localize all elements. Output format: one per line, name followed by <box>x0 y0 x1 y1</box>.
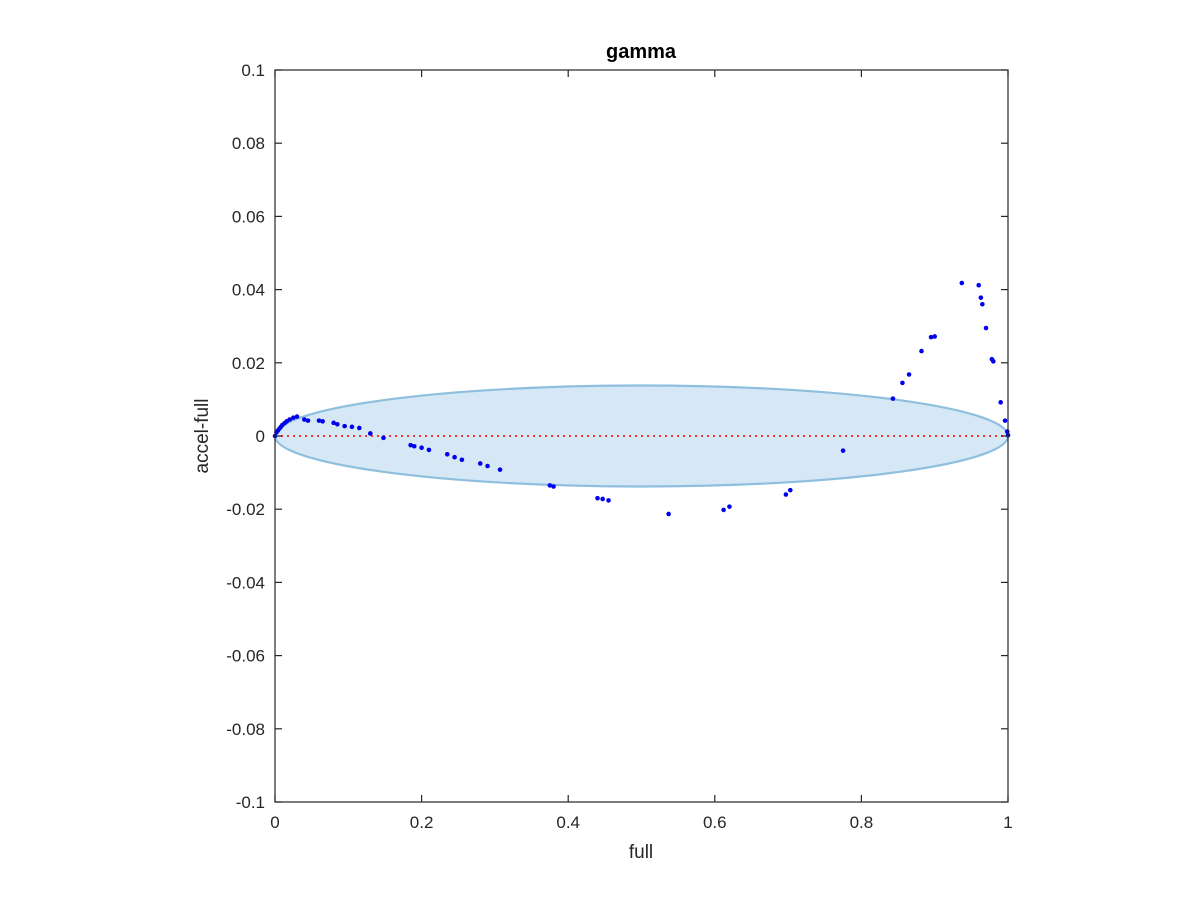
y-tick-label: -0.04 <box>226 573 265 592</box>
data-point <box>932 334 937 339</box>
y-tick-label: 0.04 <box>232 281 265 300</box>
data-point <box>349 424 355 430</box>
data-point <box>411 443 417 449</box>
data-point <box>287 417 292 422</box>
data-point <box>721 507 726 513</box>
data-point <box>547 483 553 488</box>
data-point <box>906 372 912 377</box>
y-axis-label: accel-full <box>192 399 213 474</box>
data-point <box>976 282 981 288</box>
y-tick-label: 0 <box>256 427 265 446</box>
x-tick-label: 0.6 <box>703 813 727 832</box>
data-point <box>928 334 934 340</box>
x-tick-label: 0.8 <box>850 813 874 832</box>
axis-ticks: 0 0.2 0.4 0.6 0.8 1 -0.1 -0.08 -0.06 -0.04 -0.02 0 0… <box>226 61 1012 832</box>
data-point <box>477 461 483 466</box>
data-point <box>959 280 965 286</box>
data-point <box>900 380 905 386</box>
data-point <box>459 457 465 463</box>
y-tick-label: -0.08 <box>226 720 265 739</box>
data-point <box>291 415 296 421</box>
y-tick-label: 0.1 <box>241 61 265 80</box>
y-tick-label: 0.06 <box>232 207 265 226</box>
data-point <box>367 431 373 436</box>
data-point <box>497 467 503 472</box>
data-point <box>452 454 457 460</box>
data-point <box>991 359 996 364</box>
data-point <box>320 419 325 424</box>
data-point <box>978 295 984 300</box>
data-point <box>600 496 605 502</box>
data-point <box>426 447 432 453</box>
data-point <box>666 511 671 517</box>
data-point <box>302 417 307 422</box>
data-point <box>294 414 300 419</box>
data-point <box>381 435 386 441</box>
y-tick-label: -0.02 <box>226 500 265 519</box>
plot-area: 0 0.2 0.4 0.6 0.8 1 -0.1 -0.08 -0.06 -0.04 -0.02 0 0… <box>226 61 1012 832</box>
data-point <box>595 495 600 501</box>
data-point <box>331 420 336 426</box>
data-point <box>783 492 789 497</box>
x-tick-label: 1 <box>1003 813 1012 832</box>
data-point <box>485 463 490 469</box>
data-point <box>998 400 1003 405</box>
data-point <box>335 421 340 427</box>
data-point <box>983 325 989 331</box>
y-tick-label: -0.1 <box>236 793 265 812</box>
data-point <box>408 442 413 448</box>
x-axis-label: full <box>629 842 653 863</box>
x-tick-label: 0.2 <box>410 813 434 832</box>
data-point <box>1002 418 1008 423</box>
data-point <box>840 448 846 453</box>
data-point <box>419 445 424 451</box>
data-point <box>919 348 924 354</box>
data-point <box>890 396 896 401</box>
y-tick-label: 0.08 <box>232 134 265 153</box>
y-tick-label: -0.06 <box>226 647 265 666</box>
data-point <box>551 484 556 489</box>
data-point <box>444 452 450 457</box>
data-point <box>305 418 311 423</box>
data-point <box>356 425 362 431</box>
scatter-points <box>272 280 1011 517</box>
data-point <box>787 487 793 493</box>
chart-title: gamma <box>606 41 677 63</box>
data-point <box>980 301 985 307</box>
data-point <box>606 498 611 503</box>
data-point <box>727 504 732 509</box>
data-point <box>342 423 347 429</box>
data-point <box>316 418 322 423</box>
x-tick-label: 0 <box>270 813 279 832</box>
x-tick-label: 0.4 <box>556 813 580 832</box>
y-tick-label: 0.02 <box>232 354 265 373</box>
